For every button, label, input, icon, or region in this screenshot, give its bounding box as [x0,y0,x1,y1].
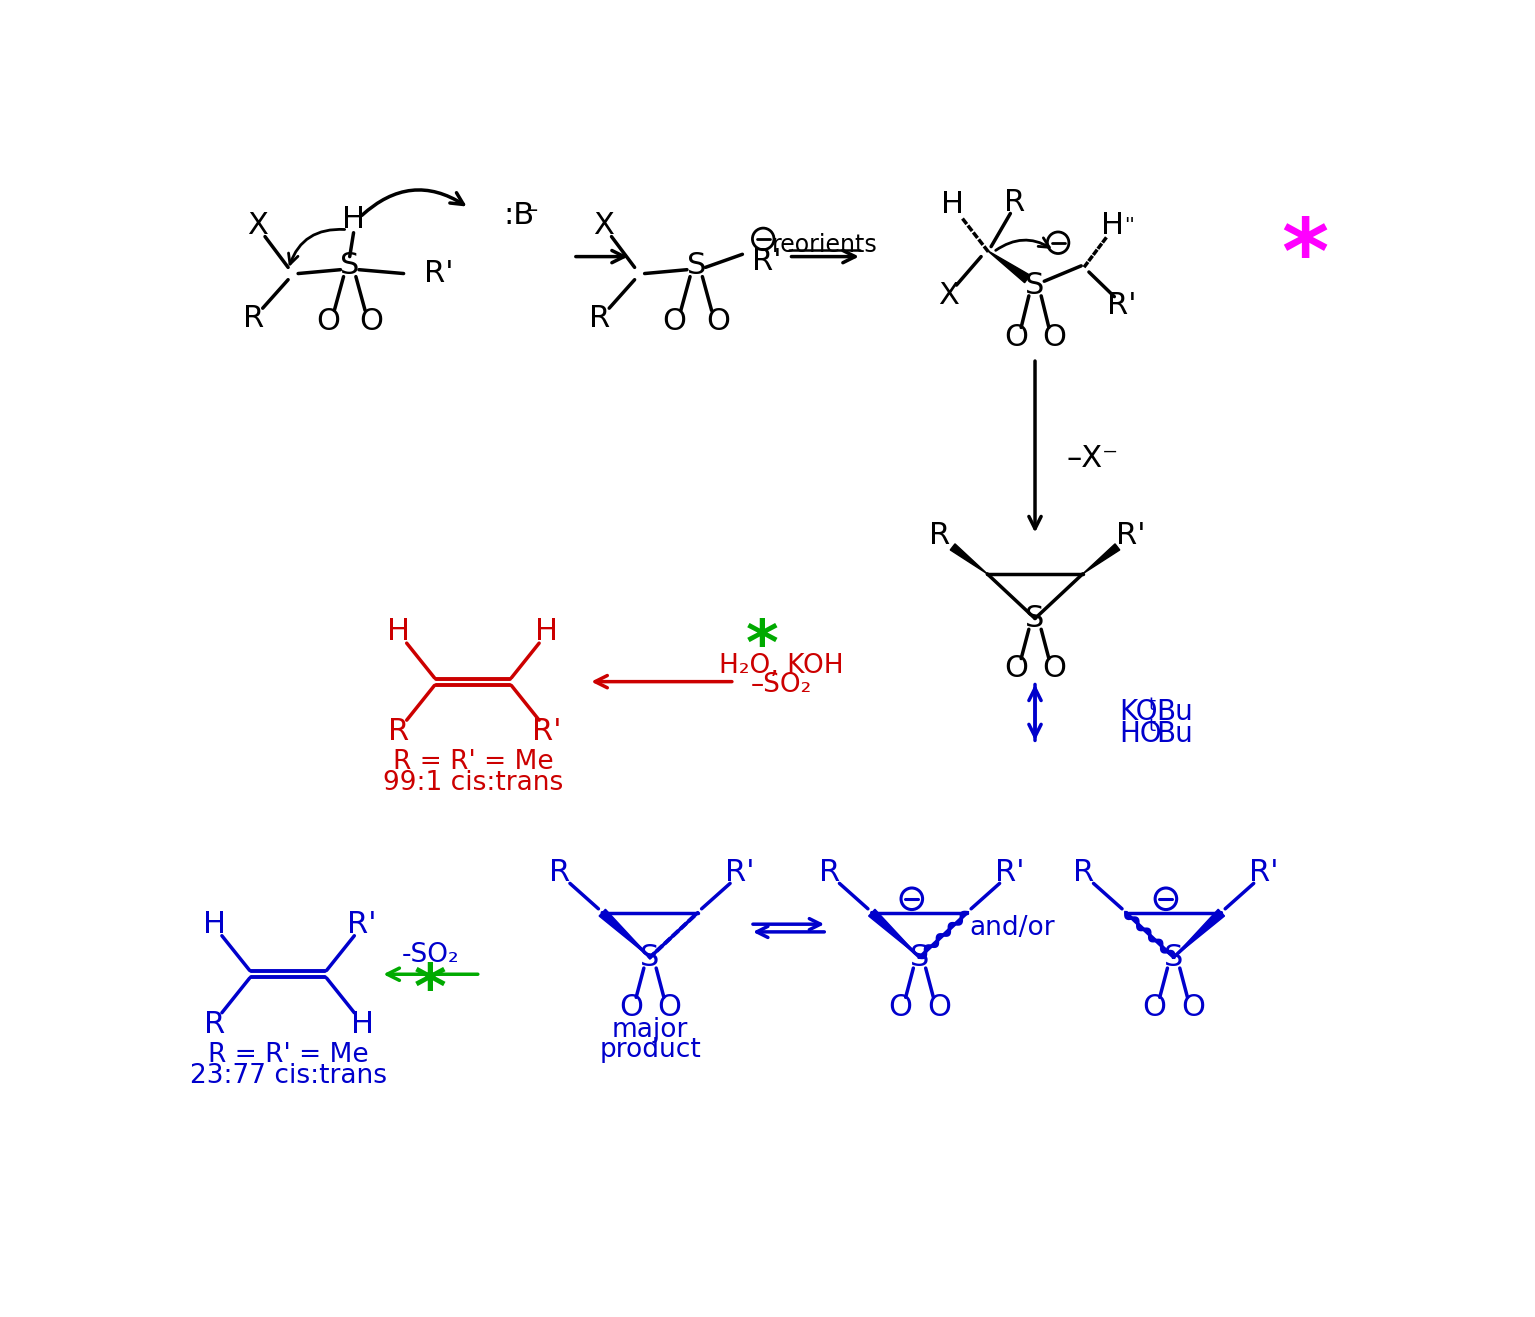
Text: O: O [927,993,950,1022]
Text: R: R [929,520,950,549]
Text: R: R [243,304,264,333]
Text: S: S [686,252,706,281]
Text: O: O [359,307,384,336]
Text: R': R' [1107,291,1137,320]
Text: 99:1 cis:trans: 99:1 cis:trans [382,770,563,797]
Text: O: O [1004,655,1028,684]
Text: R': R' [533,718,562,747]
Text: S: S [1025,270,1045,299]
Text: R: R [589,304,611,333]
Text: R': R' [347,910,376,939]
Text: HO: HO [1119,720,1162,748]
Text: O: O [657,993,682,1022]
Text: major: major [612,1018,688,1043]
Text: O: O [619,993,643,1022]
Text: '': '' [1124,216,1134,236]
Text: R: R [1073,859,1094,888]
Text: H: H [350,1010,373,1039]
Text: X: X [247,211,267,240]
Text: R': R' [424,259,453,288]
Text: R': R' [1249,859,1279,888]
Text: R = R' = Me: R = R' = Me [207,1042,368,1068]
Polygon shape [599,909,649,957]
Text: Bu: Bu [1157,720,1193,748]
Text: –: – [527,200,539,220]
Text: O: O [316,307,341,336]
Text: H: H [941,190,964,219]
Text: S: S [640,943,660,972]
Text: t: t [1148,718,1156,735]
Text: H: H [387,618,410,647]
Text: H: H [1101,211,1124,240]
Text: and/or: and/or [969,915,1055,942]
Text: H: H [536,618,559,647]
Text: R: R [1004,188,1025,217]
Text: –X⁻: –X⁻ [1067,444,1119,473]
Text: O: O [1180,993,1205,1022]
Text: S: S [910,943,929,972]
Text: t: t [1148,695,1156,714]
Text: S: S [1164,943,1183,972]
Text: O: O [1042,323,1067,352]
Text: Bu: Bu [1157,698,1193,727]
Text: O: O [1042,655,1067,684]
Text: O: O [1142,993,1167,1022]
Text: *: * [414,961,447,1021]
Polygon shape [1174,909,1225,957]
Text: 23:77 cis:trans: 23:77 cis:trans [190,1063,387,1089]
Text: *: * [1280,215,1328,302]
Polygon shape [869,909,919,957]
Text: H₂O, KOH: H₂O, KOH [718,653,843,680]
Text: S: S [1025,605,1045,633]
Text: :B: :B [503,202,534,230]
Text: R: R [388,718,410,747]
Text: R': R' [752,248,781,277]
Text: reorients: reorients [772,233,878,257]
Text: *: * [746,616,778,677]
Polygon shape [987,250,1030,283]
Text: R: R [204,1010,224,1039]
Text: O: O [706,307,729,336]
Text: X: X [938,281,959,309]
Text: R: R [818,859,840,888]
Polygon shape [950,544,987,574]
Text: S: S [341,252,359,281]
Text: O: O [1004,323,1028,352]
Text: O: O [663,307,686,336]
Text: R': R' [995,859,1024,888]
Text: X: X [594,211,614,240]
Text: R': R' [1116,520,1145,549]
Text: R = R' = Me: R = R' = Me [393,749,553,776]
Polygon shape [1082,544,1119,574]
Text: product: product [599,1036,701,1063]
Text: -SO₂: -SO₂ [402,942,459,968]
Text: –SO₂: –SO₂ [751,673,812,698]
Text: H: H [203,910,226,939]
Text: O: O [889,993,912,1022]
Text: KO: KO [1119,698,1159,727]
Text: R: R [550,859,571,888]
Text: R': R' [726,859,755,888]
Text: H: H [342,205,365,234]
